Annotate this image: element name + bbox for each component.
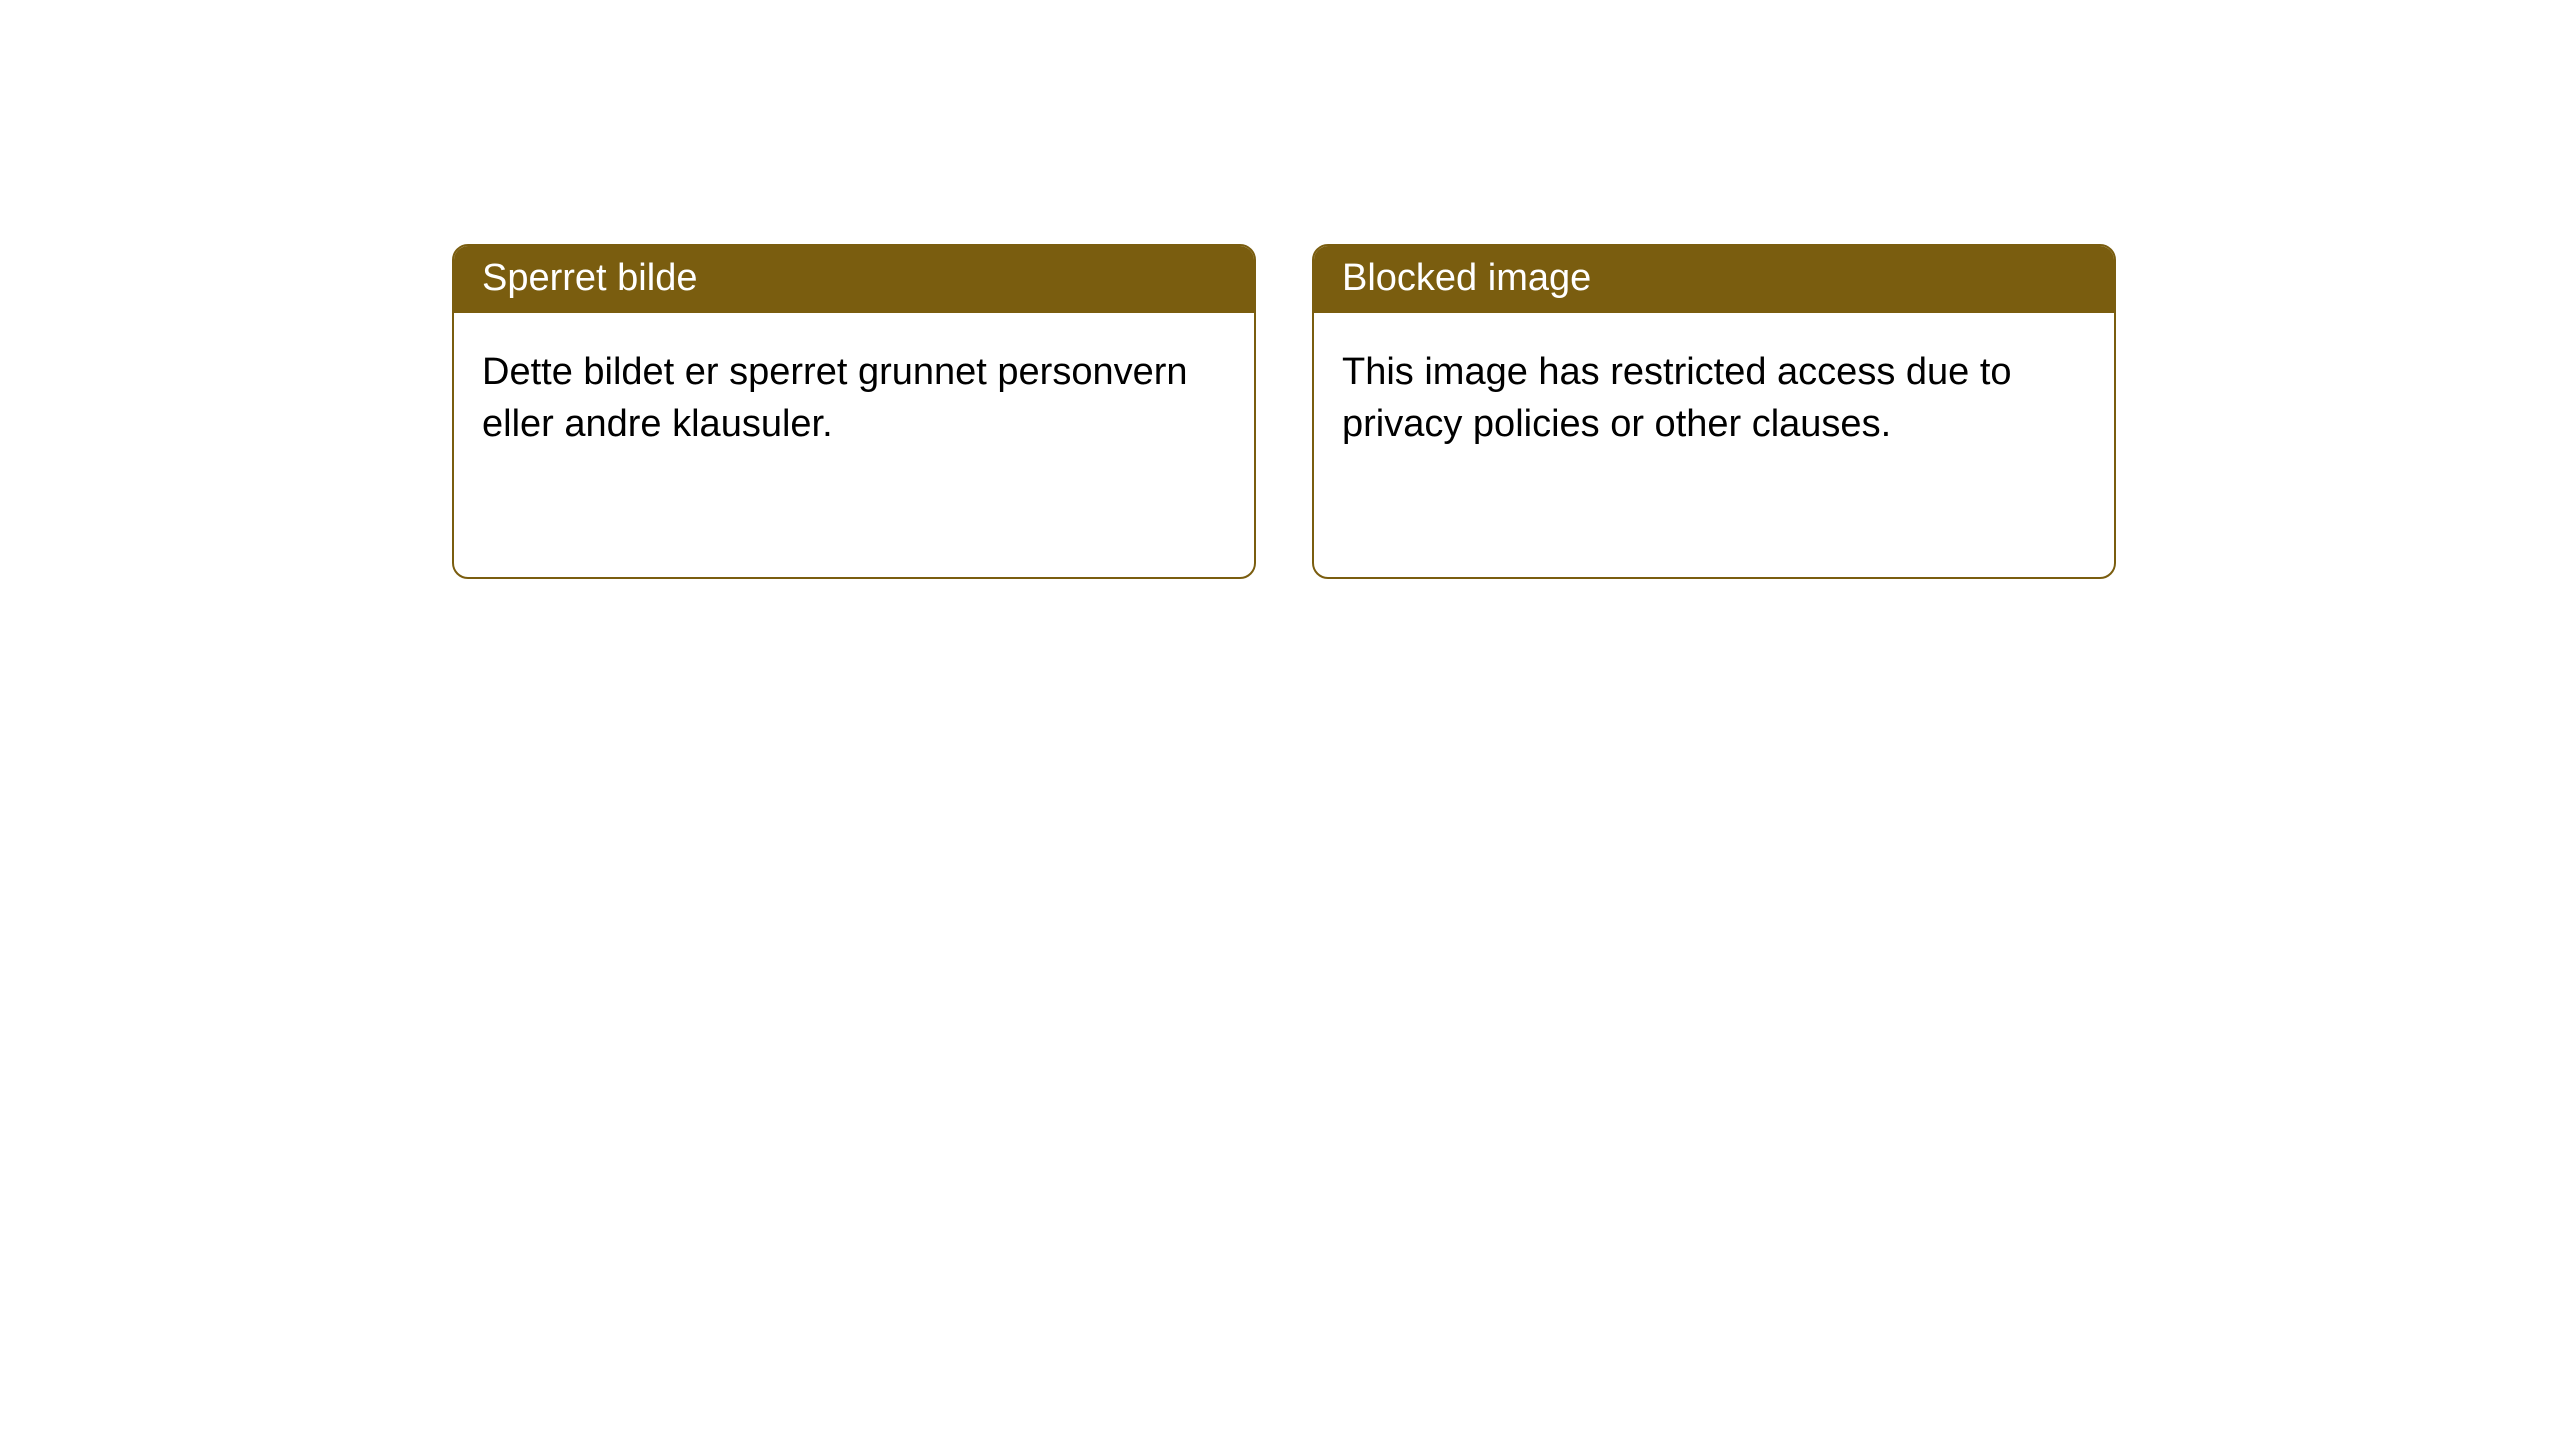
card-title-english: Blocked image [1314,246,2114,313]
card-body-norwegian: Dette bildet er sperret grunnet personve… [454,313,1254,484]
card-container: Sperret bilde Dette bildet er sperret gr… [0,0,2560,579]
card-body-english: This image has restricted access due to … [1314,313,2114,484]
blocked-image-card-norwegian: Sperret bilde Dette bildet er sperret gr… [452,244,1256,579]
blocked-image-card-english: Blocked image This image has restricted … [1312,244,2116,579]
card-title-norwegian: Sperret bilde [454,246,1254,313]
